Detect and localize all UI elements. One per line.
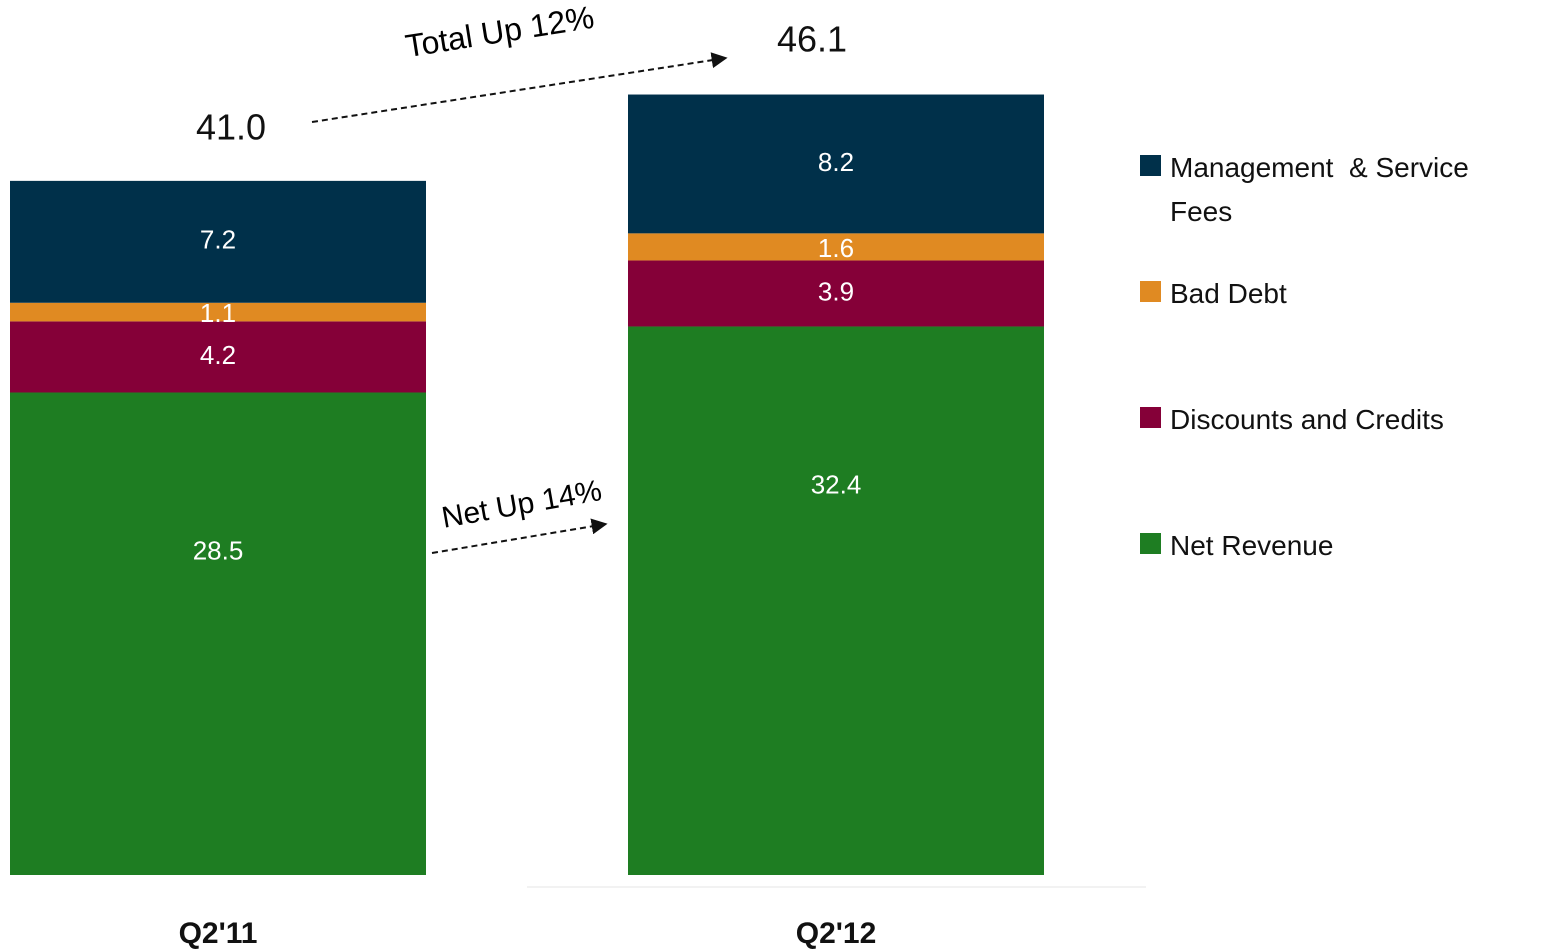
bar-segment: [10, 302, 426, 322]
legend-swatch: [1140, 155, 1161, 176]
legend-label: Management & Service Fees: [1170, 152, 1477, 227]
data-label: 32.4: [811, 469, 862, 499]
legend-swatch: [1140, 407, 1161, 428]
legend-label: Discounts and Credits: [1170, 404, 1444, 435]
legend-label: Net Revenue: [1170, 530, 1334, 561]
data-label: 4.2: [200, 340, 236, 370]
data-label: 1.6: [818, 233, 854, 263]
data-label: 8.2: [818, 147, 854, 177]
bar-segment: [628, 260, 1044, 327]
total-label: 46.1: [777, 19, 847, 60]
legend-item: Bad Debt: [1140, 272, 1510, 316]
legend-item: Discounts and Credits: [1140, 398, 1510, 442]
bar-segment: [628, 233, 1044, 261]
annotation: Total Up 12%: [403, 0, 597, 64]
annotation: Net Up 14%: [439, 474, 604, 535]
bar-segment: [10, 321, 426, 393]
legend-label: Bad Debt: [1170, 278, 1287, 309]
legend-item: Management & Service Fees: [1140, 146, 1510, 234]
bar-segment: [10, 180, 426, 303]
total-label: 41.0: [196, 107, 266, 148]
bar-segment: [628, 326, 1044, 875]
legend-swatch: [1140, 533, 1161, 554]
data-label: 1.1: [200, 298, 236, 328]
category-label: Q2'11: [179, 917, 258, 950]
legend-item: Net Revenue: [1140, 524, 1510, 568]
bar-segment: [628, 94, 1044, 234]
legend-swatch: [1140, 281, 1161, 302]
data-label: 3.9: [818, 276, 854, 306]
bar-segment: [10, 392, 426, 875]
data-label: 28.5: [193, 535, 244, 565]
data-label: 7.2: [200, 225, 236, 255]
category-label: Q2'12: [796, 917, 877, 950]
